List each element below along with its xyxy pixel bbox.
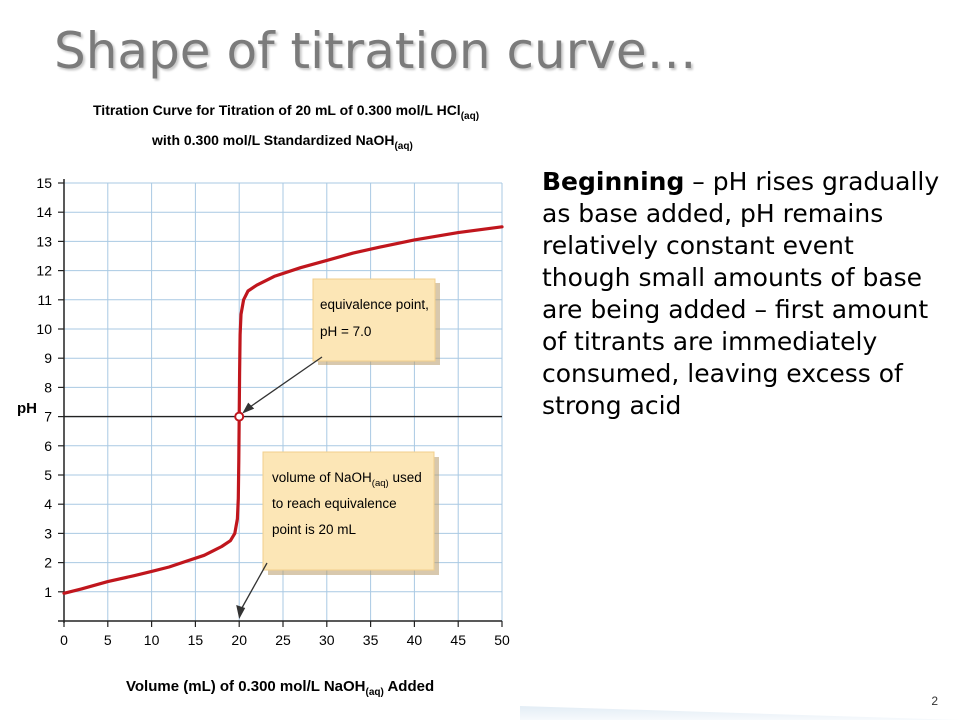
callout-line: equivalence point, — [320, 297, 429, 312]
callout-box — [312, 278, 436, 362]
x-tick-label: 30 — [319, 632, 335, 648]
x-axis-label: Volume (mL) of 0.300 mol/L NaOH(aq) Adde… — [126, 678, 434, 698]
y-tick-label: 11 — [37, 292, 52, 308]
equivalence-point-marker — [234, 411, 245, 422]
x-tick-label: 50 — [494, 632, 510, 648]
data-layer — [62, 225, 504, 619]
arrowhead-equivalence — [242, 402, 255, 414]
callout-box — [262, 451, 435, 571]
y-tick-label: 13 — [36, 233, 52, 249]
y-tick-label: 12 — [36, 263, 52, 279]
y-tick-label: 15 — [36, 175, 52, 191]
x-tick-label: 15 — [188, 632, 204, 648]
callout-volume: volume of NaOH(aq) used to reach equival… — [262, 451, 439, 575]
arrow-volume — [239, 562, 268, 612]
x-tick-label: 5 — [104, 632, 112, 648]
y-tick-label: 7 — [44, 409, 52, 425]
x-tick-label: 0 — [60, 632, 68, 648]
callout-line: volume of NaOH(aq) used — [272, 470, 422, 489]
titration-chart: Titration Curve for Titration of 20 mL o… — [17, 102, 510, 698]
y-tick-label: 6 — [44, 438, 52, 454]
arrowhead-volume — [236, 605, 246, 619]
y-tick-label: 10 — [36, 321, 52, 337]
corner-decoration — [520, 706, 960, 720]
axes — [58, 179, 503, 627]
body-description: – pH rises gradually as base added, pH r… — [542, 167, 940, 420]
y-tick-label: 2 — [44, 555, 52, 571]
slide-body-text: Beginning – pH rises gradually as base a… — [542, 166, 942, 422]
chart-title-line1: Titration Curve for Titration of 20 mL o… — [93, 102, 479, 122]
y-tick-label: 9 — [44, 350, 52, 366]
x-tick-label: 25 — [275, 632, 291, 648]
x-tick-label: 10 — [144, 632, 160, 648]
arrow-equivalence — [245, 356, 323, 411]
x-tick-label: 35 — [363, 632, 379, 648]
x-tick-label: 40 — [407, 632, 423, 648]
y-tick-label: 3 — [44, 525, 52, 541]
body-bold-term: Beginning — [542, 167, 685, 196]
callout-line: point is 20 mL — [272, 522, 357, 537]
x-tick-label: 45 — [450, 632, 466, 648]
x-tick-label: 20 — [231, 632, 247, 648]
chart-title-line2: with 0.300 mol/L Standardized NaOH(aq) — [151, 132, 413, 152]
y-tick-label: 14 — [36, 204, 52, 220]
callout-line: pH = 7.0 — [320, 324, 371, 339]
titration-curve — [62, 225, 504, 595]
page-number: 2 — [931, 694, 938, 708]
y-tick-label: 4 — [44, 496, 52, 512]
callout-equivalence-point: equivalence point, pH = 7.0 — [312, 278, 440, 365]
callout-line: to reach equivalence — [272, 496, 397, 511]
y-tick-label: 8 — [44, 379, 52, 395]
slide-title: Shape of titration curve… — [54, 22, 697, 80]
y-axis-label: pH — [17, 400, 37, 417]
y-tick-label: 5 — [44, 467, 52, 483]
y-tick-label: 1 — [44, 584, 52, 600]
